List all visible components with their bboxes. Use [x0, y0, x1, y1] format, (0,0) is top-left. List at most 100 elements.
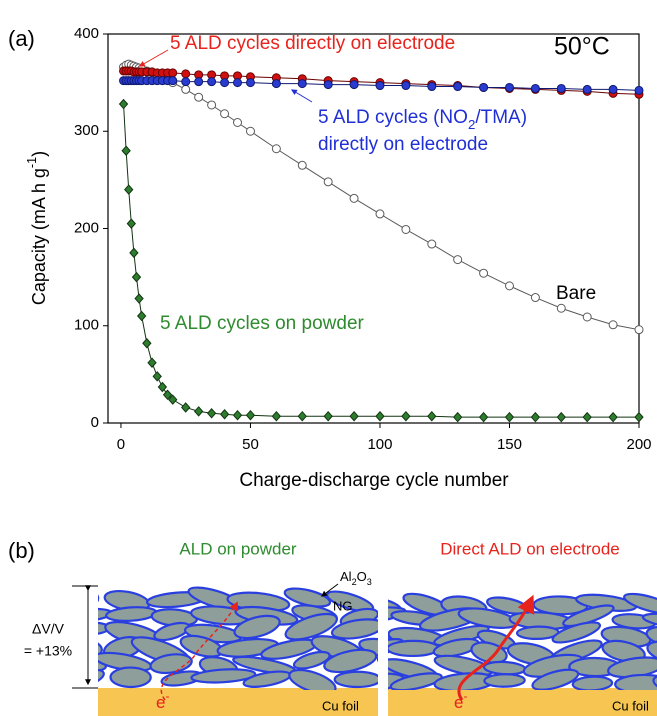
marker: [193, 406, 204, 417]
y-axis-label-part: -1: [25, 157, 39, 168]
marker: [401, 81, 411, 91]
marker: [375, 209, 385, 219]
marker: [375, 410, 385, 422]
particle: [190, 668, 257, 684]
marker: [129, 247, 139, 259]
marker: [118, 98, 129, 110]
marker: [323, 177, 333, 187]
coating-label-part: 2: [352, 577, 357, 587]
marker: [233, 78, 243, 88]
series-label: Bare: [556, 283, 596, 304]
marker: [479, 268, 489, 278]
diagram: ΔV/V = +13% ALD on powder Direct ALD on …: [24, 539, 657, 716]
volume-value: = +13%: [24, 643, 72, 659]
x-tick-label: 100: [367, 436, 392, 453]
coating-label-part: 3: [367, 577, 372, 587]
marker: [427, 239, 437, 249]
marker: [556, 303, 566, 313]
coating-label: Al2O3: [340, 569, 372, 587]
particle: [645, 625, 657, 650]
marker: [181, 69, 191, 79]
particle: [105, 606, 158, 622]
marker: [530, 293, 540, 303]
marker: [504, 411, 515, 423]
marker: [233, 117, 243, 127]
plot-area: 0 50 100 150 200 0 100 200 300 400 Capacity (mA h …: [25, 25, 651, 453]
y-tick-label: 100: [74, 317, 99, 334]
marker: [245, 78, 255, 88]
particle: [641, 612, 657, 630]
marker: [124, 184, 134, 195]
marker: [349, 410, 359, 422]
particle: [551, 621, 602, 644]
panel-label: (b): [8, 538, 35, 563]
pointer: [321, 583, 339, 597]
marker: [349, 80, 359, 90]
y-tick-label: 300: [74, 122, 99, 139]
marker: [401, 410, 411, 422]
x-tick-label: 200: [626, 436, 651, 453]
marker: [207, 100, 217, 110]
particles: [388, 592, 657, 690]
marker: [194, 77, 204, 87]
foil-label: Cu foil: [322, 698, 359, 713]
particle: [623, 592, 657, 615]
particle: [284, 612, 338, 641]
y-axis-label-part: Capacity (mA h g: [29, 168, 49, 305]
particle: [323, 648, 378, 674]
particle: [98, 655, 107, 673]
particle: [614, 673, 657, 690]
marker: [232, 409, 243, 421]
marker: [504, 82, 514, 92]
label-arrow: [290, 89, 313, 103]
panel-title: ALD on powder: [179, 539, 297, 558]
marker: [297, 410, 307, 422]
marker: [530, 83, 540, 93]
x-tick-label: 150: [497, 436, 522, 453]
marker: [137, 310, 147, 322]
y-tick-label: 200: [74, 219, 99, 236]
electron-label: e-: [454, 689, 467, 712]
particle: [288, 668, 337, 690]
marker: [245, 409, 256, 421]
marker: [147, 357, 157, 368]
marker: [478, 411, 489, 423]
particle: [330, 618, 378, 640]
particle: [531, 668, 580, 690]
marker: [126, 218, 136, 229]
marker: [157, 381, 168, 393]
marker: [220, 109, 230, 119]
particle: [571, 675, 614, 690]
series-label: 5 ALD cycles on powder: [160, 313, 365, 334]
series-label: 5 ALD cycles directly on electrode: [170, 33, 455, 54]
electron-label-part: e: [156, 693, 165, 712]
particle: [98, 637, 103, 659]
marker: [271, 144, 281, 154]
series-label-part: /TMA): [475, 107, 527, 128]
marker: [556, 83, 566, 93]
marker: [206, 408, 217, 419]
cu-foil: [98, 688, 378, 716]
electron-label-part: e: [454, 693, 463, 712]
series-label-part: 2: [468, 117, 475, 132]
marker: [194, 92, 204, 102]
electron-label-part: -: [463, 689, 467, 703]
marker: [349, 193, 359, 203]
particle: [233, 614, 281, 640]
marker: [168, 68, 178, 78]
marker: [131, 271, 142, 283]
marker: [245, 126, 255, 136]
panel-title: Direct ALD on electrode: [440, 539, 620, 558]
marker: [582, 312, 592, 322]
marker: [207, 77, 217, 87]
marker: [504, 281, 514, 291]
y-axis-label: Capacity (mA h g-1): [25, 151, 48, 305]
cu-foil: [388, 688, 657, 716]
marker: [297, 79, 307, 89]
volume-change: ΔV/V: [32, 621, 65, 637]
marker: [608, 320, 618, 330]
marker: [121, 145, 131, 156]
marker: [323, 410, 333, 422]
marker: [142, 338, 152, 349]
